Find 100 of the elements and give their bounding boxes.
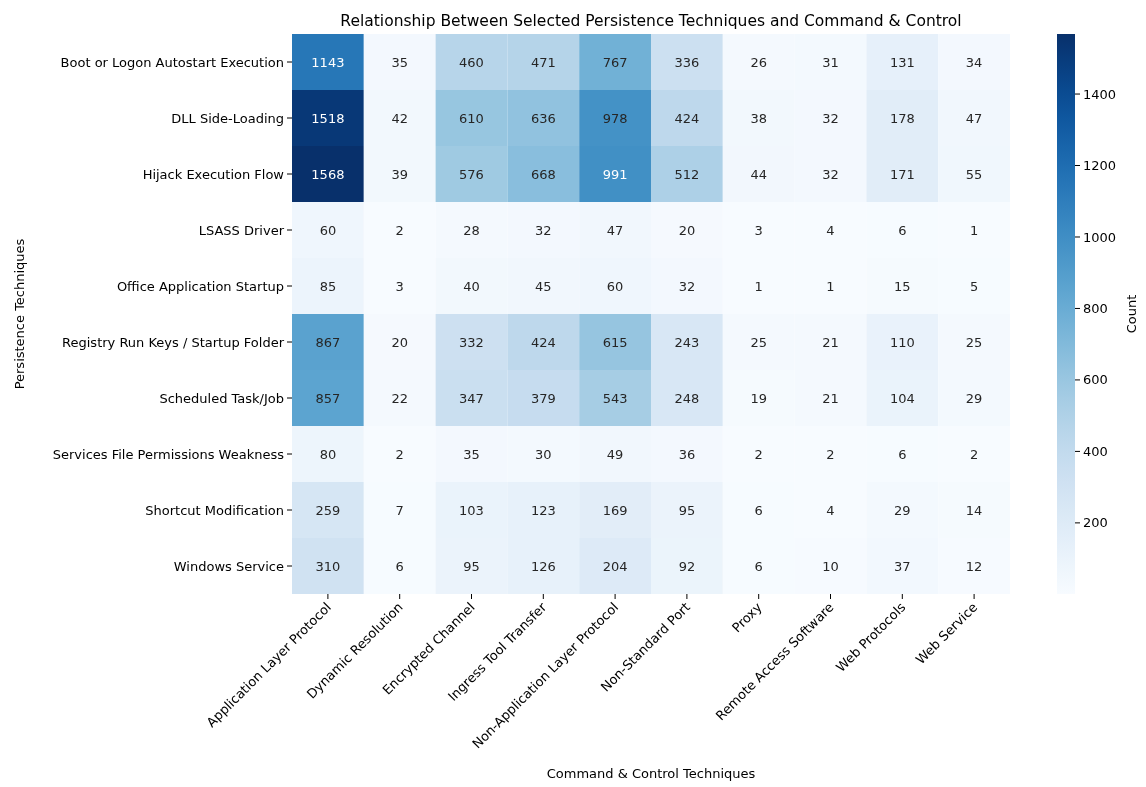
data-label: 21: [822, 334, 839, 350]
data-label: 85: [319, 278, 337, 294]
data-label: 243: [674, 334, 700, 350]
data-label: 3: [395, 278, 404, 294]
data-label: 15: [894, 278, 911, 294]
data-label: 2: [826, 446, 835, 462]
data-label: 47: [606, 222, 624, 238]
data-label: 40: [463, 278, 480, 294]
data-label: 610: [459, 110, 484, 126]
data-label: 1: [969, 222, 979, 238]
data-label: 60: [319, 222, 337, 238]
data-label: 248: [674, 390, 700, 406]
data-label: 169: [602, 502, 628, 518]
data-label: 171: [889, 166, 915, 182]
data-label: 110: [889, 334, 915, 350]
data-label: 668: [530, 166, 556, 182]
data-label: 424: [530, 334, 556, 350]
data-label: 21: [822, 390, 839, 406]
data-label: 29: [965, 390, 983, 406]
data-label: 6: [754, 558, 763, 574]
y-tick-label: Services File Permissions Weakness: [52, 446, 285, 462]
y-axis-title: Persistence Techniques: [12, 238, 27, 390]
y-tick-label: DLL Side-Loading: [171, 110, 284, 126]
data-label: 1518: [311, 110, 345, 126]
data-label: 126: [530, 558, 556, 574]
data-label: 32: [822, 110, 839, 126]
data-label: 38: [750, 110, 767, 126]
data-label: 1: [754, 278, 763, 294]
data-label: 6: [754, 502, 763, 518]
data-label: 32: [822, 166, 839, 182]
data-label: 310: [315, 558, 341, 574]
data-label: 22: [391, 390, 408, 406]
data-label: 5: [969, 278, 979, 294]
data-label: 7: [395, 502, 404, 518]
y-tick-label: Scheduled Task/Job: [159, 390, 284, 406]
data-label: 379: [530, 390, 556, 406]
y-tick-label: Windows Service: [173, 558, 284, 574]
y-tick-label: Office Application Startup: [116, 278, 284, 294]
data-label: 6: [898, 446, 907, 462]
color-bar-label: 400: [1083, 443, 1108, 459]
data-label: 30: [535, 446, 552, 462]
data-label: 31: [822, 54, 839, 70]
data-label: 47: [965, 110, 983, 126]
color-bar-title: Count: [1124, 294, 1139, 334]
data-label: 60: [606, 278, 624, 294]
data-label: 4: [826, 502, 835, 518]
data-label: 25: [965, 334, 983, 350]
data-label: 26: [750, 54, 767, 70]
data-label: 10: [822, 558, 839, 574]
data-label: 34: [965, 54, 983, 70]
data-label: 1568: [311, 166, 345, 182]
data-label: 37: [894, 558, 911, 574]
data-label: 2: [969, 446, 979, 462]
data-label: 3: [754, 222, 763, 238]
data-label: 471: [530, 54, 556, 70]
data-label: 1143: [311, 54, 345, 70]
data-label: 95: [678, 502, 696, 518]
data-label: 25: [750, 334, 767, 350]
data-label: 29: [894, 502, 911, 518]
data-label: 104: [889, 390, 915, 406]
data-label: 978: [602, 110, 628, 126]
color-bar-label: 1400: [1083, 86, 1117, 102]
data-label: 259: [315, 502, 341, 518]
data-label: 1: [826, 278, 835, 294]
data-label: 2: [395, 446, 404, 462]
data-label: 615: [602, 334, 628, 350]
y-tick-label: Shortcut Modification: [145, 502, 284, 518]
data-label: 543: [602, 390, 628, 406]
data-label: 2: [395, 222, 404, 238]
data-label: 28: [463, 222, 480, 238]
data-label: 512: [674, 166, 700, 182]
data-label: 19: [750, 390, 767, 406]
data-label: 20: [391, 334, 408, 350]
data-label: 44: [750, 166, 767, 182]
color-bar-label: 1200: [1083, 158, 1117, 174]
y-tick-label: Hijack Execution Flow: [142, 166, 285, 182]
data-label: 204: [602, 558, 628, 574]
data-label: 39: [391, 166, 408, 182]
data-label: 49: [606, 446, 624, 462]
data-label: 20: [678, 222, 696, 238]
x-axis-title: Command & Control Techniques: [546, 766, 756, 781]
data-label: 424: [674, 110, 700, 126]
data-label: 867: [315, 334, 341, 350]
color-bar-label: 200: [1083, 515, 1108, 531]
data-label: 12: [965, 558, 983, 574]
data-label: 35: [463, 446, 480, 462]
data-label: 103: [459, 502, 484, 518]
data-label: 178: [889, 110, 915, 126]
data-label: 55: [965, 166, 983, 182]
color-bar-label: 1000: [1083, 229, 1117, 245]
data-label: 336: [674, 54, 700, 70]
data-label: 32: [535, 222, 552, 238]
data-label: 347: [459, 390, 484, 406]
data-label: 35: [391, 54, 408, 70]
data-label: 123: [530, 502, 556, 518]
data-label: 131: [889, 54, 915, 70]
data-label: 2: [754, 446, 763, 462]
data-label: 14: [965, 502, 983, 518]
data-label: 32: [678, 278, 696, 294]
data-label: 42: [391, 110, 408, 126]
